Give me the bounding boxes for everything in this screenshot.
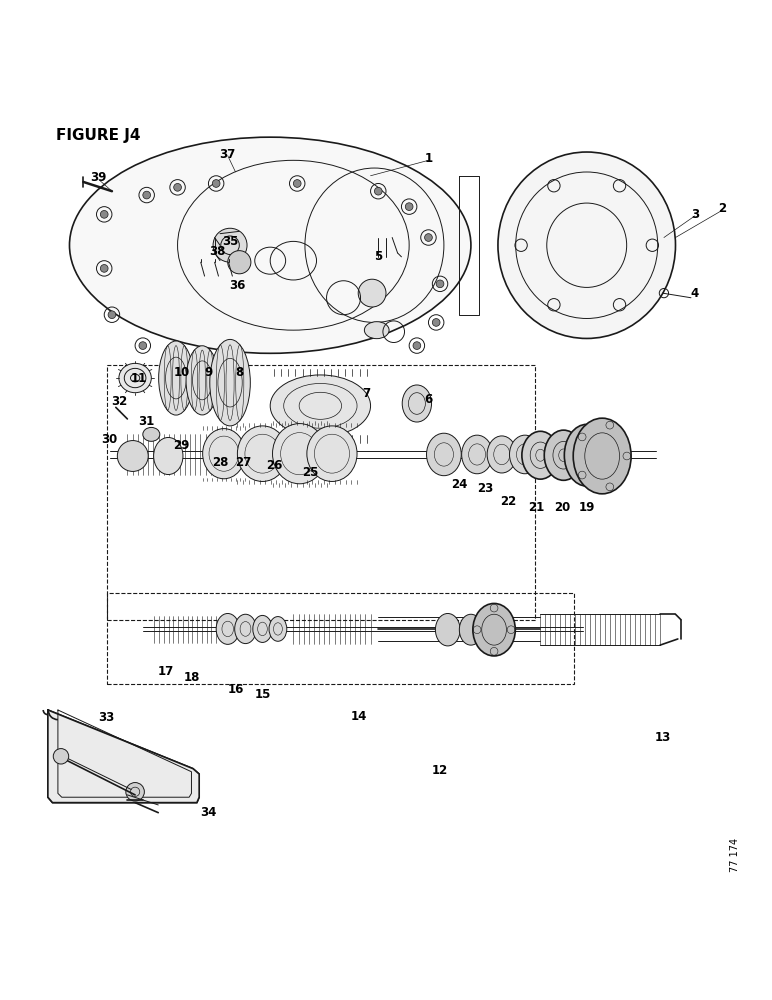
Circle shape xyxy=(212,180,220,187)
Text: FIGURE J4: FIGURE J4 xyxy=(56,128,140,143)
Text: 7: 7 xyxy=(363,387,371,400)
Ellipse shape xyxy=(402,385,432,422)
Text: 29: 29 xyxy=(173,439,190,452)
Ellipse shape xyxy=(210,339,250,426)
Text: 32: 32 xyxy=(111,395,128,408)
Ellipse shape xyxy=(426,433,461,476)
Bar xyxy=(107,365,535,620)
Text: 9: 9 xyxy=(205,366,212,379)
Ellipse shape xyxy=(270,375,371,437)
Circle shape xyxy=(53,749,69,764)
Ellipse shape xyxy=(472,603,516,656)
Ellipse shape xyxy=(237,426,287,481)
Text: 31: 31 xyxy=(138,415,155,428)
Text: 37: 37 xyxy=(219,148,236,161)
Ellipse shape xyxy=(269,617,286,641)
Circle shape xyxy=(213,228,247,262)
Text: 30: 30 xyxy=(101,433,118,446)
Text: 14: 14 xyxy=(350,710,367,723)
Text: 77 174: 77 174 xyxy=(730,838,740,872)
Text: 15: 15 xyxy=(254,688,271,701)
Ellipse shape xyxy=(459,614,482,645)
Text: 39: 39 xyxy=(90,171,107,184)
Circle shape xyxy=(358,279,386,307)
Ellipse shape xyxy=(364,322,389,339)
Ellipse shape xyxy=(498,152,676,338)
Text: 27: 27 xyxy=(235,456,252,469)
Text: 20: 20 xyxy=(554,501,571,514)
Text: 1: 1 xyxy=(425,152,432,165)
Ellipse shape xyxy=(119,363,151,393)
Text: 16: 16 xyxy=(227,683,244,696)
Ellipse shape xyxy=(573,418,631,494)
Text: 24: 24 xyxy=(451,478,468,491)
Ellipse shape xyxy=(435,613,460,646)
Text: 17: 17 xyxy=(157,665,174,678)
Ellipse shape xyxy=(69,137,471,353)
Circle shape xyxy=(143,191,151,199)
Circle shape xyxy=(139,342,147,349)
Circle shape xyxy=(100,211,108,218)
Ellipse shape xyxy=(487,436,516,473)
Text: 3: 3 xyxy=(691,208,699,221)
Text: 5: 5 xyxy=(374,250,382,263)
Circle shape xyxy=(413,342,421,349)
Ellipse shape xyxy=(252,615,272,642)
Circle shape xyxy=(174,349,181,357)
Text: 12: 12 xyxy=(432,764,449,777)
Text: 6: 6 xyxy=(425,393,432,406)
Text: 35: 35 xyxy=(222,235,239,248)
Text: 21: 21 xyxy=(528,501,545,514)
Circle shape xyxy=(436,280,444,288)
Text: 34: 34 xyxy=(200,806,217,819)
Text: 38: 38 xyxy=(209,245,226,258)
Circle shape xyxy=(100,265,108,272)
Polygon shape xyxy=(48,710,199,803)
Text: 13: 13 xyxy=(654,731,671,744)
Text: 22: 22 xyxy=(499,495,516,508)
Circle shape xyxy=(228,251,251,274)
Ellipse shape xyxy=(186,346,218,415)
Circle shape xyxy=(432,319,440,326)
Ellipse shape xyxy=(235,614,256,644)
Circle shape xyxy=(108,311,116,319)
Text: 4: 4 xyxy=(691,287,699,300)
Ellipse shape xyxy=(154,437,183,475)
Ellipse shape xyxy=(510,435,540,474)
Text: 19: 19 xyxy=(578,501,595,514)
Text: 23: 23 xyxy=(476,482,493,495)
Text: 18: 18 xyxy=(183,671,200,684)
Text: 2: 2 xyxy=(718,202,726,215)
Ellipse shape xyxy=(544,430,583,480)
Text: 28: 28 xyxy=(212,456,229,469)
Ellipse shape xyxy=(159,341,193,415)
Circle shape xyxy=(126,783,144,801)
Ellipse shape xyxy=(564,424,609,486)
Circle shape xyxy=(174,183,181,191)
Ellipse shape xyxy=(462,435,493,474)
Circle shape xyxy=(425,234,432,241)
Text: 10: 10 xyxy=(173,366,190,379)
Circle shape xyxy=(405,203,413,211)
Circle shape xyxy=(293,180,301,187)
Ellipse shape xyxy=(522,431,559,479)
Circle shape xyxy=(117,441,148,471)
Text: 25: 25 xyxy=(302,466,319,479)
Bar xyxy=(107,593,574,684)
Ellipse shape xyxy=(273,424,327,484)
Ellipse shape xyxy=(306,426,357,481)
Text: 8: 8 xyxy=(235,366,243,379)
Text: 11: 11 xyxy=(130,372,147,385)
Text: 36: 36 xyxy=(229,279,246,292)
Ellipse shape xyxy=(216,613,239,644)
Ellipse shape xyxy=(202,429,245,479)
Text: 26: 26 xyxy=(266,459,283,472)
Text: 33: 33 xyxy=(98,711,115,724)
Ellipse shape xyxy=(143,427,160,441)
Circle shape xyxy=(374,187,382,195)
